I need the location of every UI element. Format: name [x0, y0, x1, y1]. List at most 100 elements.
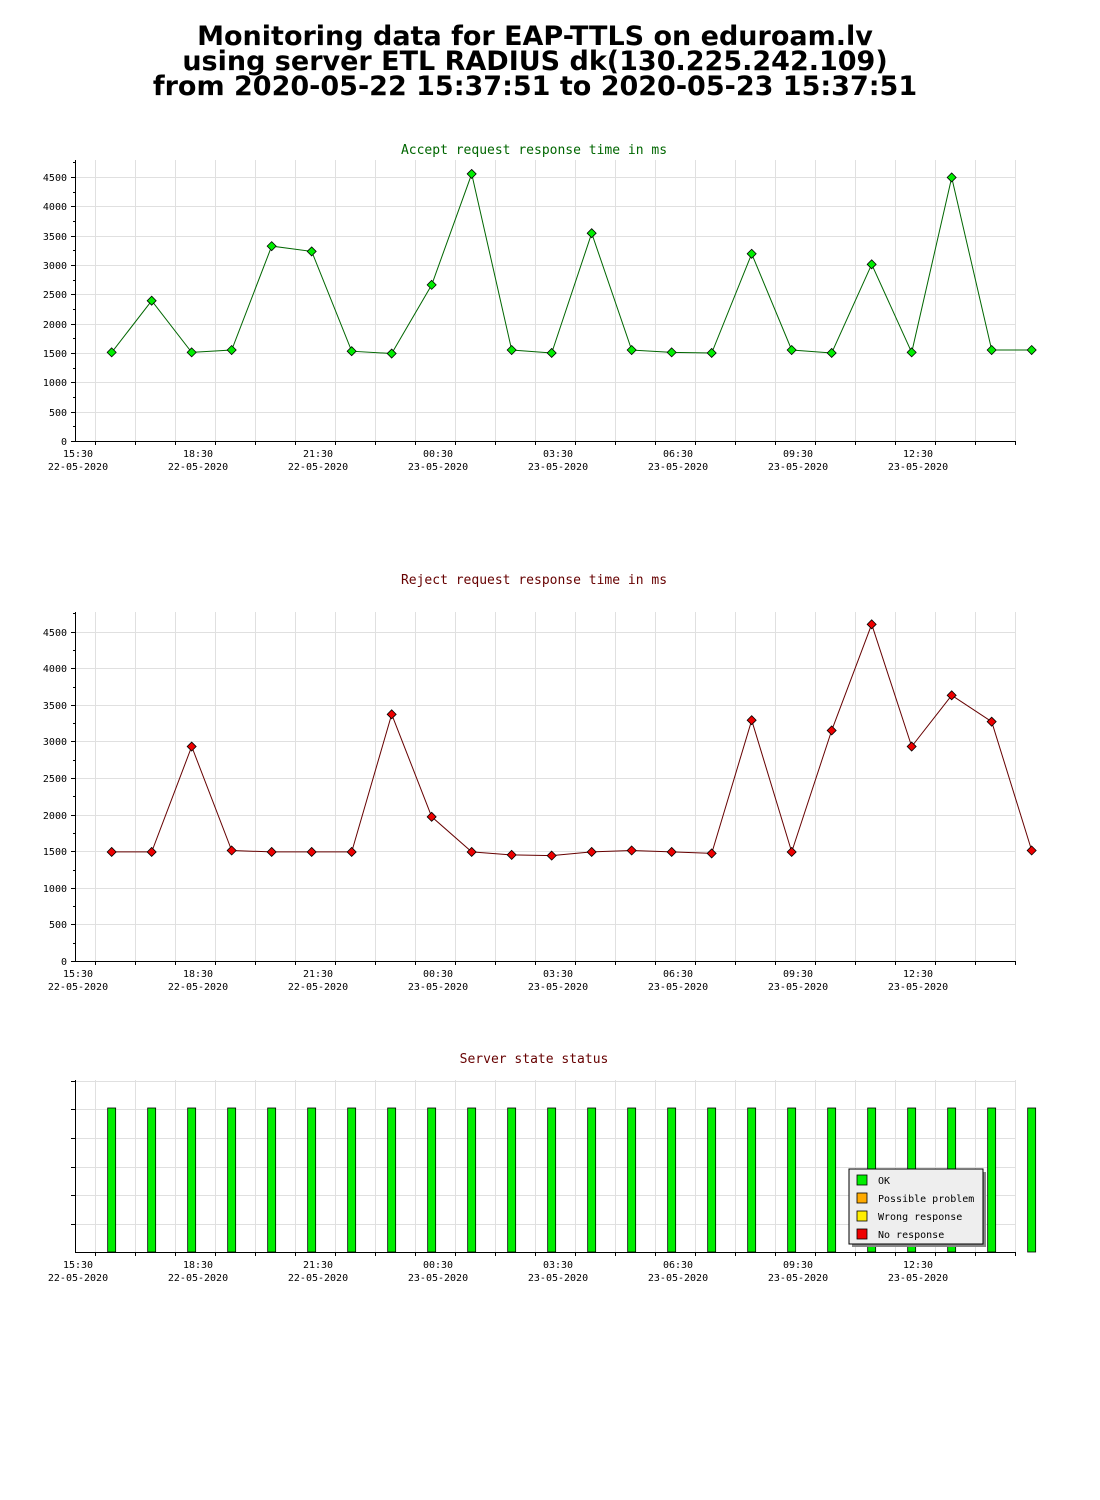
- chart-title: Accept request response time in ms: [401, 143, 667, 158]
- y-tick-label: 4000: [43, 664, 67, 675]
- status-bar: [227, 1107, 237, 1253]
- y-tick-label: 2500: [43, 290, 67, 301]
- y-tick-label: 3000: [43, 737, 67, 748]
- data-point: [866, 619, 877, 630]
- status-bar: [587, 1107, 597, 1253]
- x-tick-label-time: 00:30: [423, 1260, 453, 1271]
- x-tick-label-time: 15:30: [63, 969, 93, 980]
- reject-response-chart: Reject request response time in ms 0 500 10…: [43, 573, 1037, 993]
- data-point: [546, 850, 557, 861]
- x-tick-label-date: 23-05-2020: [528, 982, 588, 993]
- x-tick-label-date: 22-05-2020: [48, 462, 108, 473]
- data-point: [106, 846, 117, 858]
- page-title-line-1: Monitoring data for EAP-TTLS on eduroam.…: [197, 21, 873, 52]
- status-bar: [507, 1107, 517, 1253]
- status-bar: [147, 1107, 157, 1253]
- y-tick-label: 1500: [43, 847, 67, 858]
- data-point: [706, 347, 717, 359]
- x-tick-label-time: 06:30: [663, 449, 693, 460]
- data-point: [386, 709, 397, 720]
- data-point: [466, 168, 477, 180]
- legend-label: Wrong response: [878, 1212, 962, 1223]
- status-bar: [667, 1107, 677, 1253]
- data-point: [346, 846, 357, 858]
- status-bar: [787, 1107, 797, 1253]
- y-tick-label: 2000: [43, 811, 67, 822]
- y-tick-label: 500: [49, 408, 67, 419]
- x-tick-label-time: 15:30: [63, 1260, 93, 1271]
- data-point: [866, 259, 877, 270]
- y-tick-label: 4500: [43, 628, 67, 639]
- data-point: [826, 725, 837, 736]
- x-tick-label-time: 09:30: [783, 449, 813, 460]
- data-point: [826, 347, 837, 359]
- legend-label: OK: [878, 1176, 890, 1187]
- x-tick-label-date: 22-05-2020: [288, 982, 348, 993]
- x-tick-label-date: 23-05-2020: [408, 982, 468, 993]
- legend-swatch: [856, 1210, 868, 1222]
- data-point: [1026, 344, 1037, 356]
- x-tick-label-date: 22-05-2020: [48, 982, 108, 993]
- data-point: [666, 347, 677, 358]
- status-bar: [547, 1107, 557, 1253]
- y-tick-label: 500: [49, 920, 67, 931]
- x-tick-label-time: 03:30: [543, 449, 573, 460]
- legend-label: No response: [878, 1230, 944, 1241]
- status-bar: [707, 1107, 717, 1253]
- data-point: [986, 716, 997, 727]
- legend-swatch: [856, 1174, 868, 1186]
- x-tick-label-date: 22-05-2020: [288, 462, 348, 473]
- x-tick-label-date: 23-05-2020: [648, 982, 708, 993]
- series-line: [111, 622, 1033, 857]
- data-point: [746, 715, 757, 726]
- data-point: [186, 347, 197, 358]
- legend-swatch: [856, 1228, 868, 1240]
- data-point: [546, 347, 557, 359]
- y-tick-label: 3000: [43, 261, 67, 272]
- page-title-line-2: using server ETL RADIUS dk(130.225.242.1…: [182, 46, 888, 77]
- x-tick-label-date: 22-05-2020: [48, 1273, 108, 1284]
- y-tick-label: 2000: [43, 320, 67, 331]
- data-point: [146, 846, 157, 858]
- y-tick-label: 3500: [43, 701, 67, 712]
- status-bar: [827, 1107, 837, 1253]
- x-tick-label-date: 23-05-2020: [408, 462, 468, 473]
- data-point: [506, 849, 517, 860]
- data-point: [306, 846, 317, 858]
- data-point: [106, 347, 117, 358]
- x-tick-label-date: 23-05-2020: [648, 1273, 708, 1284]
- x-tick-label-time: 06:30: [663, 969, 693, 980]
- x-tick-label-date: 23-05-2020: [768, 1273, 828, 1284]
- x-tick-label-time: 09:30: [783, 969, 813, 980]
- page-title-line-3: from 2020-05-22 15:37:51 to 2020-05-23 1…: [152, 71, 918, 102]
- status-bar: [387, 1107, 397, 1253]
- status-bar: [427, 1107, 437, 1253]
- data-point: [906, 741, 917, 752]
- x-tick-label-time: 09:30: [783, 1260, 813, 1271]
- x-tick-label-time: 00:30: [423, 449, 453, 460]
- data-point: [506, 344, 517, 356]
- data-point: [626, 845, 637, 856]
- y-tick-label: 3500: [43, 232, 67, 243]
- x-tick-label-time: 21:30: [303, 969, 333, 980]
- x-tick-label-date: 23-05-2020: [888, 1273, 948, 1284]
- data-point: [786, 846, 797, 858]
- x-tick-label-time: 12:30: [903, 969, 933, 980]
- y-tick-label: 2500: [43, 774, 67, 785]
- server-status-chart: Server state status 15:30 22-05-2020 18:30 2…: [48, 1052, 1037, 1284]
- x-tick-label-date: 23-05-2020: [888, 462, 948, 473]
- data-point: [986, 344, 997, 356]
- legend-swatch: [856, 1192, 868, 1204]
- data-point: [586, 846, 597, 858]
- data-point: [466, 846, 477, 858]
- status-bar: [627, 1107, 637, 1253]
- data-point: [626, 344, 637, 356]
- y-tick-label: 1000: [43, 884, 67, 895]
- x-tick-label-time: 03:30: [543, 969, 573, 980]
- data-point: [266, 241, 277, 252]
- legend-box: [848, 1168, 984, 1245]
- x-tick-label-time: 18:30: [183, 449, 213, 460]
- data-point: [386, 348, 397, 359]
- x-tick-label-date: 23-05-2020: [648, 462, 708, 473]
